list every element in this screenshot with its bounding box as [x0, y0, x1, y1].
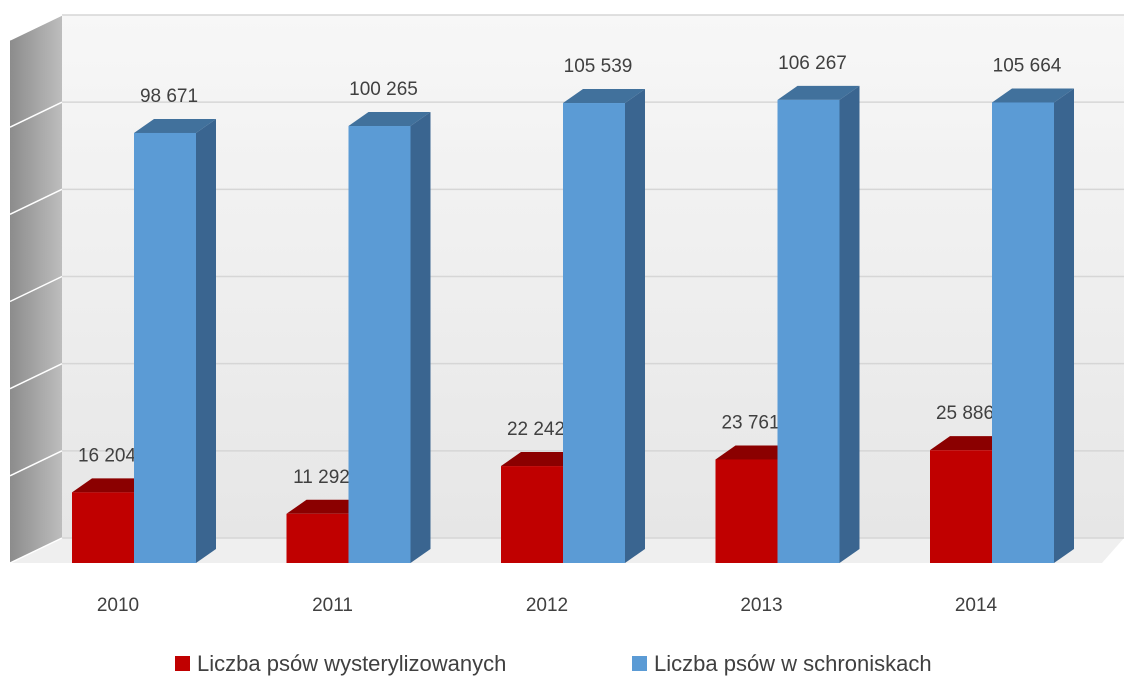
- bar: [992, 102, 1054, 563]
- bar-top: [777, 85, 860, 100]
- x-tick-label: 2010: [97, 595, 139, 616]
- bar-side: [625, 89, 645, 564]
- bar-side: [1054, 88, 1074, 563]
- data-label: 22 242: [507, 419, 565, 440]
- bar: [563, 103, 625, 564]
- grid-line: [9, 101, 63, 128]
- data-label: 25 886: [936, 403, 994, 424]
- bar-top: [715, 445, 798, 460]
- data-label: 23 761: [721, 412, 779, 433]
- legend-swatch: [632, 656, 647, 671]
- grid-line: [9, 537, 63, 564]
- legend-swatch: [175, 656, 190, 671]
- grid-line: [9, 188, 63, 216]
- data-label: 98 671: [140, 86, 198, 107]
- bar-side: [196, 118, 216, 563]
- bar-top: [348, 112, 431, 127]
- data-label: 105 664: [993, 55, 1062, 76]
- data-label: 16 204: [78, 445, 137, 466]
- grid-line: [9, 14, 63, 41]
- x-tick-label: 2011: [312, 595, 353, 616]
- bar: [348, 126, 411, 563]
- bar-top: [501, 452, 583, 467]
- bar: [72, 492, 134, 563]
- bar: [777, 99, 840, 563]
- x-tick-label: 2014: [955, 595, 998, 616]
- data-label: 106 267: [778, 53, 847, 74]
- bar-top: [930, 436, 1012, 451]
- bar: [134, 132, 196, 563]
- data-label: 105 539: [564, 56, 633, 77]
- x-tick-label: 2012: [526, 595, 568, 616]
- grid-line: [9, 275, 63, 303]
- bar: [930, 450, 992, 563]
- bar: [286, 513, 349, 563]
- bar-top: [72, 478, 154, 493]
- legend-label: Liczba psów wysterylizowanych: [197, 651, 506, 676]
- bar-top: [286, 499, 369, 514]
- bar: [715, 459, 778, 563]
- data-label: 11 292: [293, 467, 350, 488]
- bar-top: [992, 88, 1074, 103]
- grid-line: [9, 450, 63, 477]
- bar: [501, 466, 563, 563]
- legend-label: Liczba psów w schroniskach: [654, 651, 932, 676]
- bar-side: [410, 112, 431, 563]
- x-tick-label: 2013: [740, 595, 782, 616]
- data-label: 100 265: [349, 79, 418, 100]
- bar-top: [134, 118, 216, 133]
- bar-top: [563, 89, 645, 104]
- grid-line: [9, 362, 63, 390]
- bar-side: [839, 85, 860, 563]
